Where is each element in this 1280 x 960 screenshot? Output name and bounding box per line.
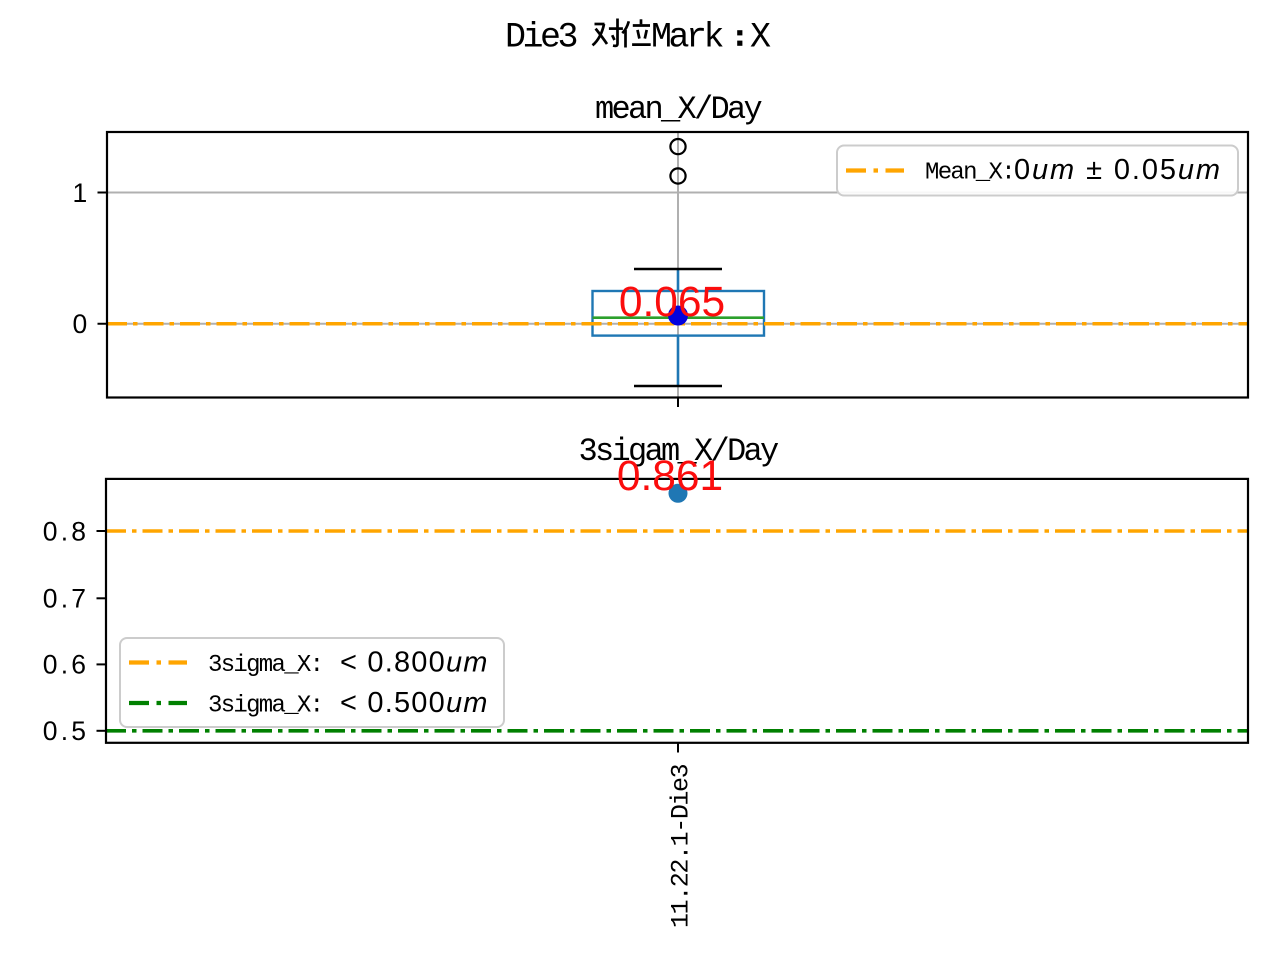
svg-text:0.8: 0.8 [43,516,89,546]
svg-text:3sigam_X/Day: 3sigam_X/Day [578,433,779,470]
svg-text:mean_X/Day: mean_X/Day [595,91,763,128]
svg-text:Die3: Die3 [505,18,577,58]
svg-text:0.7: 0.7 [43,584,89,614]
svg-text:3sigma_X:: 3sigma_X: [208,692,322,719]
svg-text:0.065: 0.065 [619,279,725,326]
svg-text:0.861: 0.861 [617,453,723,500]
svg-text:0.5: 0.5 [43,716,89,746]
svg-text:1: 1 [73,178,88,208]
svg-text:< 0.500um: < 0.500um [340,687,489,719]
svg-text:0: 0 [73,309,88,339]
svg-text:11.22.1-Die3: 11.22.1-Die3 [667,764,696,928]
svg-text:0um ± 0.05um: 0um ± 0.05um [1014,154,1222,186]
svg-text:Mark: Mark [651,18,724,58]
svg-text:Mean_X:: Mean_X: [925,160,1014,187]
svg-text:3sigma_X:: 3sigma_X: [208,652,322,679]
svg-text:< 0.800um: < 0.800um [340,646,489,678]
svg-text:0.6: 0.6 [43,650,89,680]
